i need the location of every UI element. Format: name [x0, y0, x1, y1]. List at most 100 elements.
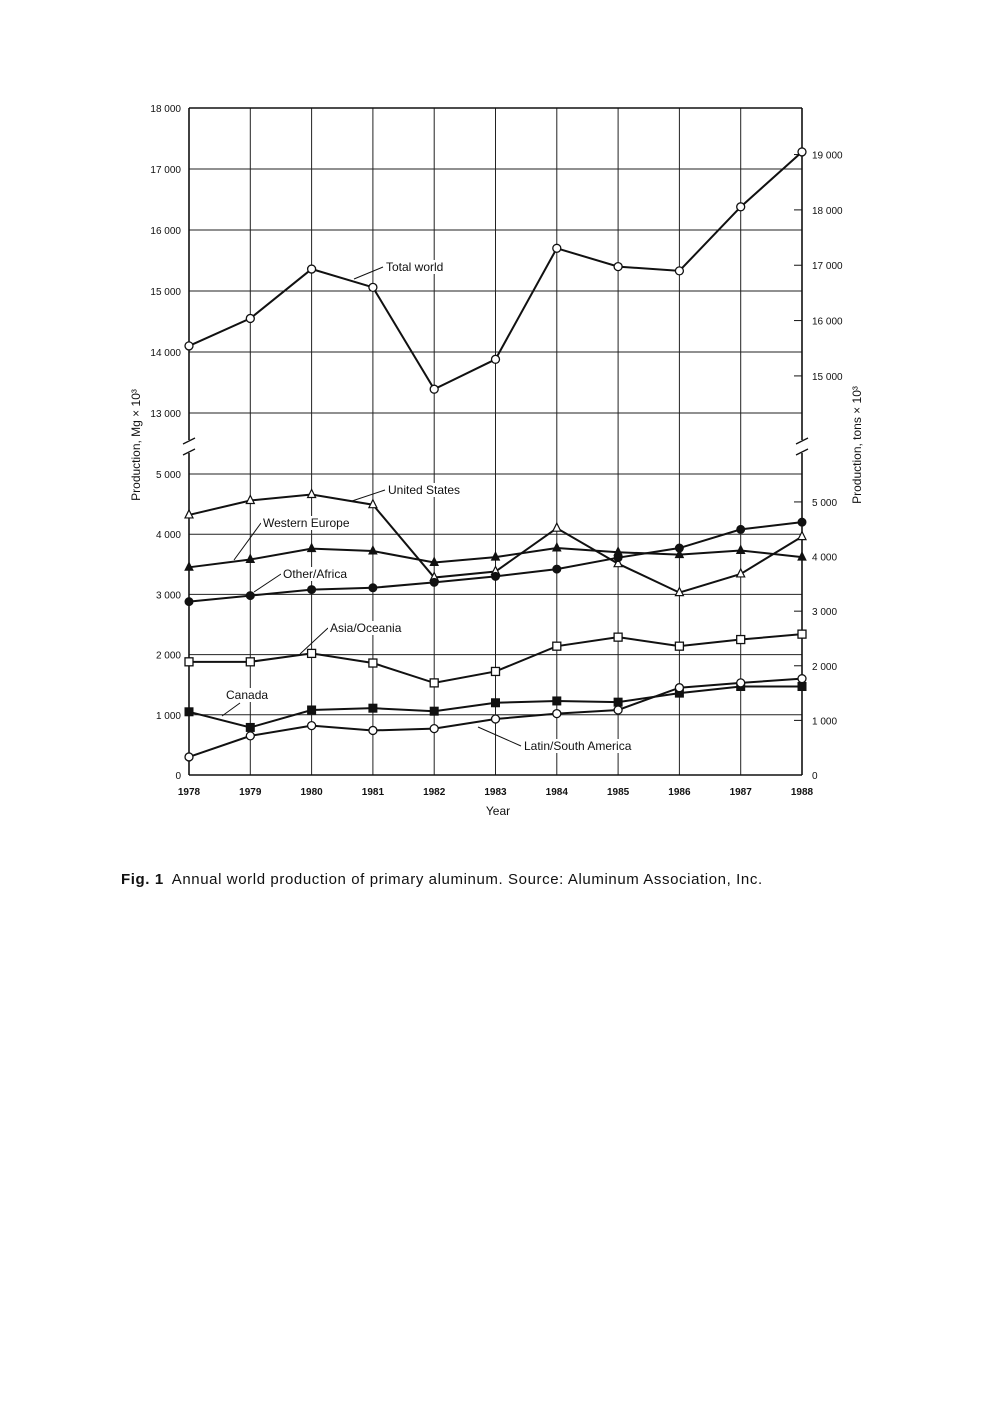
data-point	[306, 648, 317, 659]
data-point	[307, 585, 317, 595]
x-tick-label: 1983	[484, 787, 507, 798]
x-axis-title: Year	[486, 804, 510, 818]
data-point	[184, 707, 194, 717]
series-asia-oceania	[184, 629, 807, 688]
x-tick-label: 1984	[546, 787, 569, 798]
data-point	[429, 678, 439, 688]
figure-caption: Fig. 1 Annual world production of primar…	[121, 871, 763, 888]
data-point	[613, 705, 623, 715]
y-tick-label-left: 14 000	[150, 348, 181, 359]
y-tick-label-right: 5 000	[812, 498, 837, 509]
label-background	[386, 483, 476, 497]
label-background	[328, 621, 412, 635]
x-tick-label: 1985	[607, 787, 630, 798]
series-labels: Total world United States Western Europe Ot…	[221, 260, 652, 753]
tick-labels: 1978 1979 1980 1981 1982 1983 1984 1985 1986 1987…	[150, 104, 843, 798]
data-point	[551, 541, 562, 552]
data-point	[490, 550, 501, 561]
y-tick-label-left: 1 000	[156, 711, 181, 722]
y-tick-label-left: 3 000	[156, 590, 181, 601]
data-point	[674, 543, 684, 553]
y-tick-label-right: 0	[812, 771, 818, 782]
y-tick-label-right: 3 000	[812, 607, 837, 618]
data-point	[429, 384, 439, 394]
data-point	[552, 641, 562, 651]
axis-break-mark	[795, 448, 809, 456]
data-point	[368, 658, 378, 668]
label-background	[261, 516, 358, 530]
data-point	[245, 591, 255, 601]
y-tick-label-left: 2 000	[156, 651, 181, 662]
y-tick-label-right: 18 000	[812, 206, 843, 217]
data-point	[368, 583, 378, 593]
data-point	[490, 714, 501, 724]
y-tick-label-right: 16 000	[812, 317, 843, 328]
label-background	[384, 260, 461, 274]
data-point	[613, 261, 623, 272]
data-point	[367, 498, 378, 509]
y-tick-label-left: 17 000	[150, 165, 181, 176]
y-tick-label-right: 15 000	[812, 372, 843, 383]
leader-line	[221, 702, 241, 717]
series-total-world	[184, 147, 807, 394]
x-tick-label: 1980	[300, 787, 323, 798]
data-point	[491, 698, 500, 708]
leader-line	[253, 573, 282, 593]
x-tick-label: 1982	[423, 787, 446, 798]
leader-line	[351, 489, 386, 502]
data-point	[245, 722, 255, 732]
y-tick-label-left: 15 000	[150, 287, 181, 298]
data-point	[552, 243, 562, 253]
data-point	[674, 548, 685, 559]
label-background	[281, 567, 365, 581]
y-tick-label-left: 5 000	[156, 470, 181, 481]
data-point	[368, 703, 378, 713]
data-point	[245, 553, 256, 563]
series-label: Other/Africa	[283, 567, 347, 581]
series-label: Latin/South America	[524, 739, 632, 753]
y-tick-label-right: 4 000	[812, 553, 837, 564]
data-point	[552, 708, 562, 719]
data-point	[674, 641, 685, 651]
data-point	[736, 202, 746, 212]
x-tick-label: 1981	[362, 787, 385, 798]
series-label: Western Europe	[263, 516, 350, 530]
y-tick-label-left: 16 000	[150, 226, 181, 237]
data-point	[184, 508, 194, 519]
x-tick-label: 1979	[239, 787, 262, 798]
data-point	[429, 723, 439, 734]
y-tick-label-right: 1 000	[812, 716, 837, 727]
y-tick-label-right: 2 000	[812, 662, 837, 673]
data-point	[184, 597, 194, 607]
data-point	[551, 521, 562, 532]
x-tick-label: 1978	[178, 787, 201, 798]
data-point	[368, 544, 378, 555]
label-background	[522, 739, 652, 753]
leader-line	[353, 266, 384, 280]
data-point	[613, 557, 624, 568]
data-point	[613, 553, 623, 563]
data-point	[490, 354, 501, 364]
data-point	[429, 706, 439, 716]
data-point	[307, 705, 317, 715]
label-background	[224, 688, 268, 702]
data-point	[306, 264, 317, 274]
data-point	[674, 586, 685, 597]
data-point	[797, 517, 807, 527]
series-western-europe	[184, 541, 807, 571]
series-label: Total world	[386, 260, 443, 274]
x-tick-label: 1987	[730, 787, 753, 798]
series-label: Asia/Oceania	[330, 621, 402, 635]
series-group	[184, 147, 807, 762]
y-tick-label-left: 0	[175, 771, 181, 782]
data-point	[368, 282, 378, 292]
leader-line	[299, 627, 329, 655]
y-tick-label-right: 19 000	[812, 151, 843, 162]
data-point	[736, 524, 746, 534]
axis-break-mark	[182, 437, 196, 445]
chart: 1978 1979 1980 1981 1982 1983 1984 1985 1986 1987…	[129, 104, 864, 818]
data-point	[552, 696, 562, 706]
data-point	[797, 550, 807, 561]
y-tick-label-left: 13 000	[150, 409, 181, 420]
data-point	[429, 577, 439, 587]
